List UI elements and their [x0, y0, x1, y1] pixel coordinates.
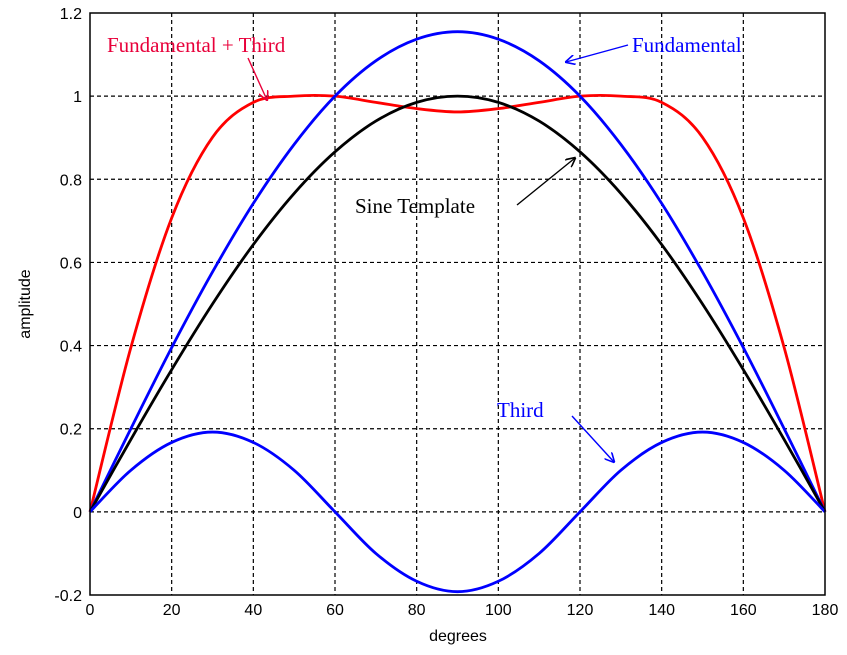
x-tick-label: 0: [86, 602, 95, 619]
y-tick-label: 0.4: [60, 339, 82, 356]
y-tick-label: 0.6: [60, 255, 82, 272]
arrow-third: [571, 415, 614, 462]
x-tick-label: 60: [326, 602, 344, 619]
annotation-fundamental-plus-third: Fundamental + Third: [107, 33, 286, 57]
series-line-fundamental-third: [88, 93, 827, 513]
y-tick-label: 0.2: [60, 422, 82, 439]
series-line-third: [89, 430, 826, 594]
arrow-fundamental: [566, 44, 629, 62]
y-tick-label: 1.2: [60, 6, 82, 23]
x-tick-label: 100: [485, 602, 512, 619]
arrow-fundamental-plus-third: [247, 57, 267, 100]
x-tick-label: 160: [730, 602, 757, 619]
y-tick-label: -0.2: [54, 588, 82, 605]
plot-area-frame: [89, 12, 826, 596]
x-tick-label: 80: [408, 602, 426, 619]
y-tick-label: 0.8: [60, 172, 82, 189]
x-axis-label: degrees: [429, 628, 487, 645]
annotation-sine-template: Sine Template: [355, 194, 475, 218]
y-tick-label: 1: [73, 89, 82, 106]
series-line-sine-template: [88, 94, 827, 513]
x-tick-label: 20: [163, 602, 181, 619]
x-tick-label: 180: [812, 602, 839, 619]
annotation-fundamental: Fundamental: [632, 33, 742, 57]
x-tick-label: 120: [567, 602, 594, 619]
grid: [90, 13, 825, 595]
y-axis-label: amplitude: [17, 269, 34, 338]
arrow-sine-template: [516, 158, 575, 206]
tick-labels: 0 20 40 60 80 100 120 140 160 180-0.200.20.40.60.…: [54, 6, 838, 619]
x-tick-label: 40: [244, 602, 262, 619]
annotation-third: Third: [497, 398, 544, 422]
series-line-fundamental: [88, 30, 827, 513]
plot-series: [88, 30, 827, 594]
y-tick-label: 0: [73, 505, 82, 522]
x-tick-label: 140: [648, 602, 675, 619]
